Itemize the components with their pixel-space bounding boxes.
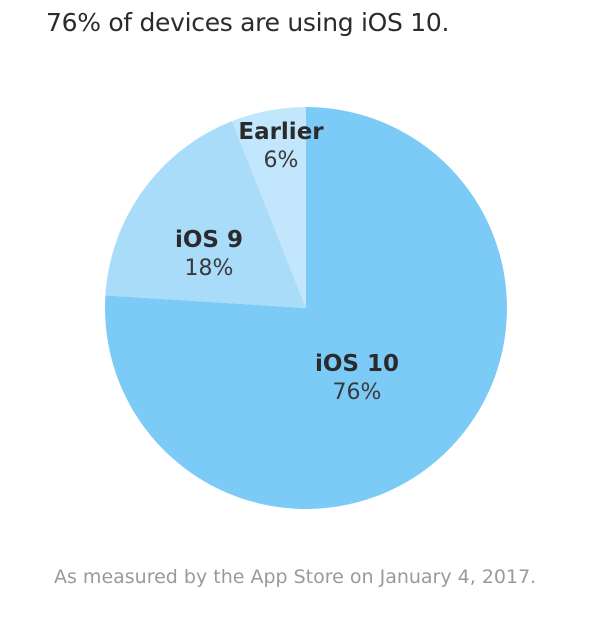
slice-percent: 6% (263, 147, 299, 173)
slice-name: Earlier (238, 119, 324, 145)
slice-name: iOS 10 (314, 351, 400, 377)
slice-earlier (232, 107, 306, 308)
slice-percent: 18% (184, 255, 234, 281)
slice-label-earlier: Earlier 6% (238, 118, 323, 174)
slice-label-ios10: iOS 10 76% (315, 350, 399, 406)
footnote: As measured by the App Store on January … (54, 566, 537, 588)
slice-percent: 76% (332, 379, 382, 405)
slice-label-ios9: iOS 9 18% (175, 226, 243, 282)
chart-title: 76% of devices are using iOS 10. (46, 8, 450, 37)
slice-ios9 (105, 121, 306, 308)
slice-name: iOS 9 (174, 227, 244, 253)
